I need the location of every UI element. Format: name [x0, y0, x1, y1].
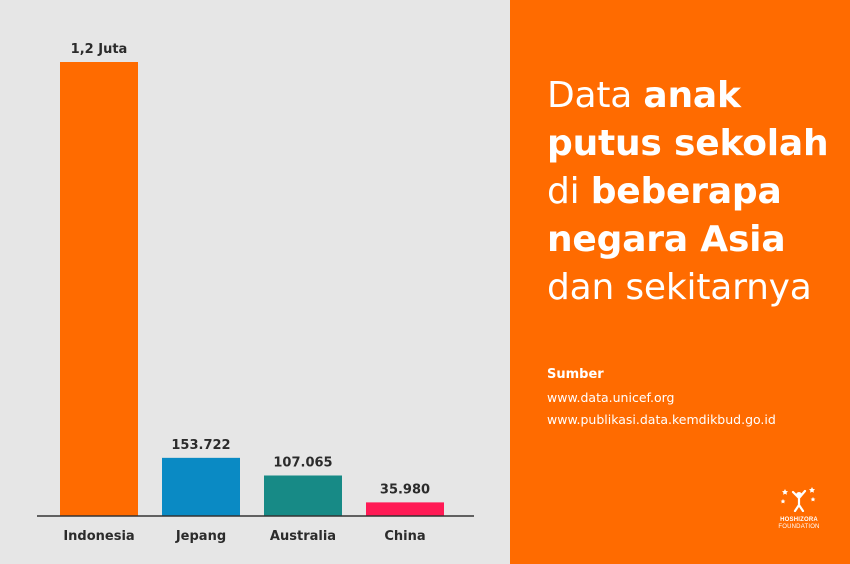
source-link-unicef[interactable]: www.data.unicef.org [547, 390, 675, 405]
bar-china [366, 502, 444, 516]
value-label-indonesia: 1,2 Juta [71, 42, 128, 57]
title-panel: Data anak putus sekolah di beberapa nega… [510, 0, 850, 564]
logo-subtitle: FOUNDATION [778, 524, 820, 530]
logo-name: HOSHIZORA [780, 517, 818, 523]
category-label-australia: Australia [270, 529, 336, 544]
hoshizora-logo: HOSHIZORA FOUNDATION [764, 486, 834, 531]
headline-line4: negara Asia [547, 219, 786, 260]
bar-jepang [162, 457, 240, 516]
headline-line5: dan sekitarnya [547, 267, 812, 308]
bar-indonesia [60, 62, 138, 516]
value-label-jepang: 153.722 [171, 438, 230, 453]
bar-australia [264, 475, 342, 516]
category-label-indonesia: Indonesia [63, 529, 134, 544]
source-link-kemdikbud[interactable]: www.publikasi.data.kemdikbud.go.id [547, 412, 776, 427]
child-with-stars-icon [780, 487, 816, 513]
headline-line3: di beberapa [547, 171, 782, 212]
value-label-china: 35.980 [380, 482, 430, 497]
headline-line1: Data anak [547, 75, 741, 116]
headline-line2: putus sekolah [547, 123, 829, 164]
category-label-china: China [384, 529, 425, 544]
source-title: Sumber [547, 367, 604, 382]
headline: Data anak putus sekolah di beberapa nega… [547, 72, 829, 312]
value-label-australia: 107.065 [273, 455, 332, 470]
bar-chart: 1,2 Juta Indonesia 153.722 Jepang 107.065 Aus… [37, 42, 474, 544]
category-label-jepang: Jepang [175, 529, 226, 544]
chart-panel: 1,2 Juta Indonesia 153.722 Jepang 107.065 Aus… [0, 0, 510, 564]
